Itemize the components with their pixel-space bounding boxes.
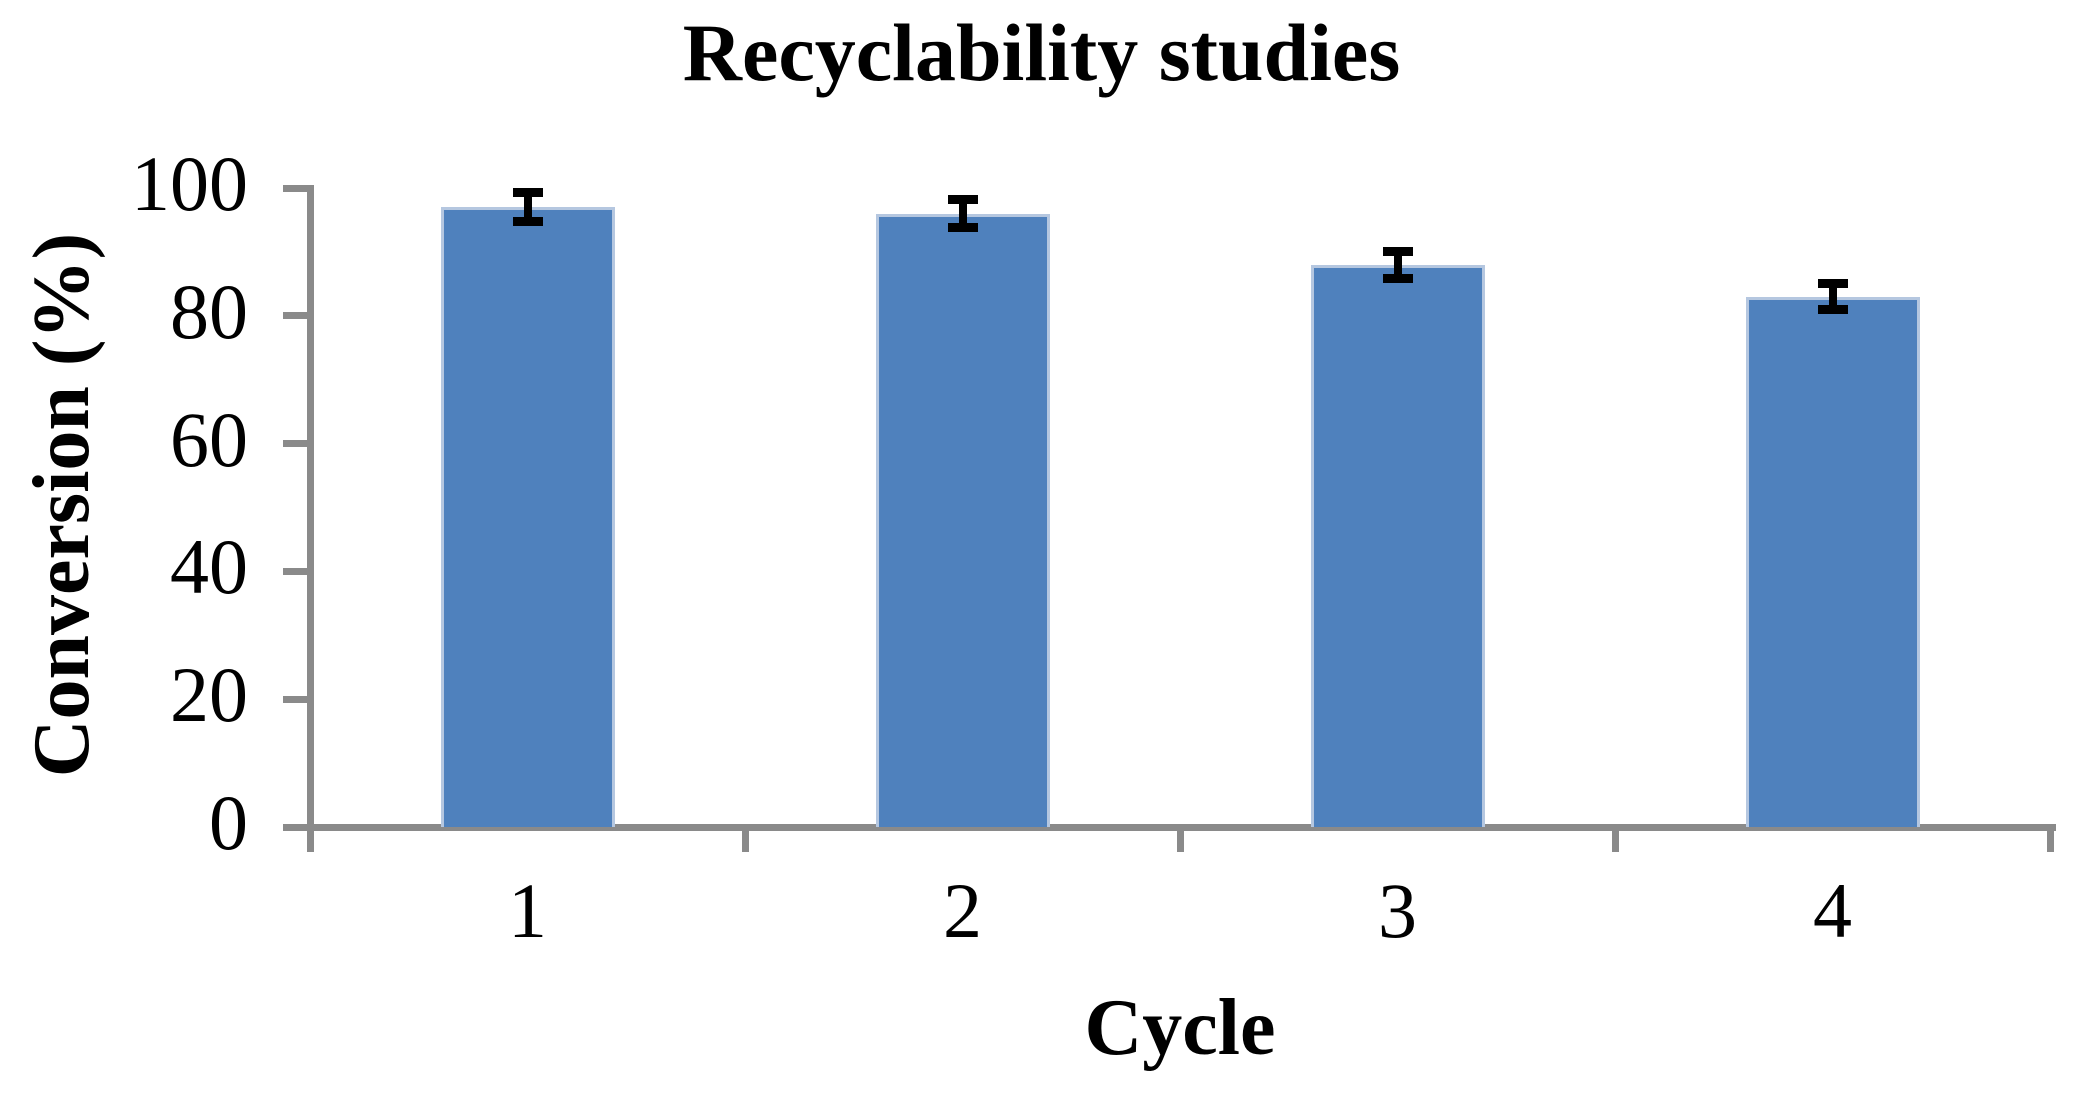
y-tick-label: 40 [170,523,248,611]
x-tick-mark [306,827,314,852]
y-tick-mark [283,823,310,831]
error-bar-cap-bottom [947,223,978,233]
y-tick-label: 80 [170,267,248,355]
error-bar-cap-bottom [512,217,543,227]
x-tick-label: 3 [1378,867,1417,954]
error-bar-cap-top [1382,246,1413,256]
x-tick-mark [741,827,749,852]
y-tick-label: 60 [170,395,248,483]
y-tick-mark [283,440,310,448]
error-bar-line [958,199,967,228]
y-tick-label: 0 [209,779,248,866]
y-tick-label: 100 [131,140,248,227]
y-axis-line [306,185,314,830]
x-tick-mark [2046,827,2054,852]
error-bar-cap-bottom [1817,304,1848,314]
error-bar-cap-top [512,187,543,197]
x-tick-label: 2 [943,867,982,954]
bar [440,207,615,827]
x-tick-mark [1176,827,1184,852]
y-tick-mark [283,695,310,703]
y-tick-mark [283,567,310,575]
x-axis-title: Cycle [1084,984,1276,1072]
bar [1310,264,1485,827]
x-tick-mark [1611,827,1619,852]
y-tick-label: 20 [170,651,248,739]
error-bar-line [1828,283,1837,310]
error-bar-cap-top [1817,279,1848,289]
chart-title: Recyclability studies [682,7,1401,98]
x-tick-label: 1 [508,867,547,954]
x-tick-label: 4 [1813,867,1852,954]
bar [875,213,1050,827]
error-bar-line [1393,251,1402,279]
error-bar-cap-bottom [1382,273,1413,283]
bar [1745,296,1920,827]
error-bar-line [523,192,532,222]
error-bar-cap-top [947,195,978,204]
y-tick-mark [283,312,310,320]
y-axis-title: Conversion (%) [18,232,106,778]
y-tick-mark [283,184,310,192]
